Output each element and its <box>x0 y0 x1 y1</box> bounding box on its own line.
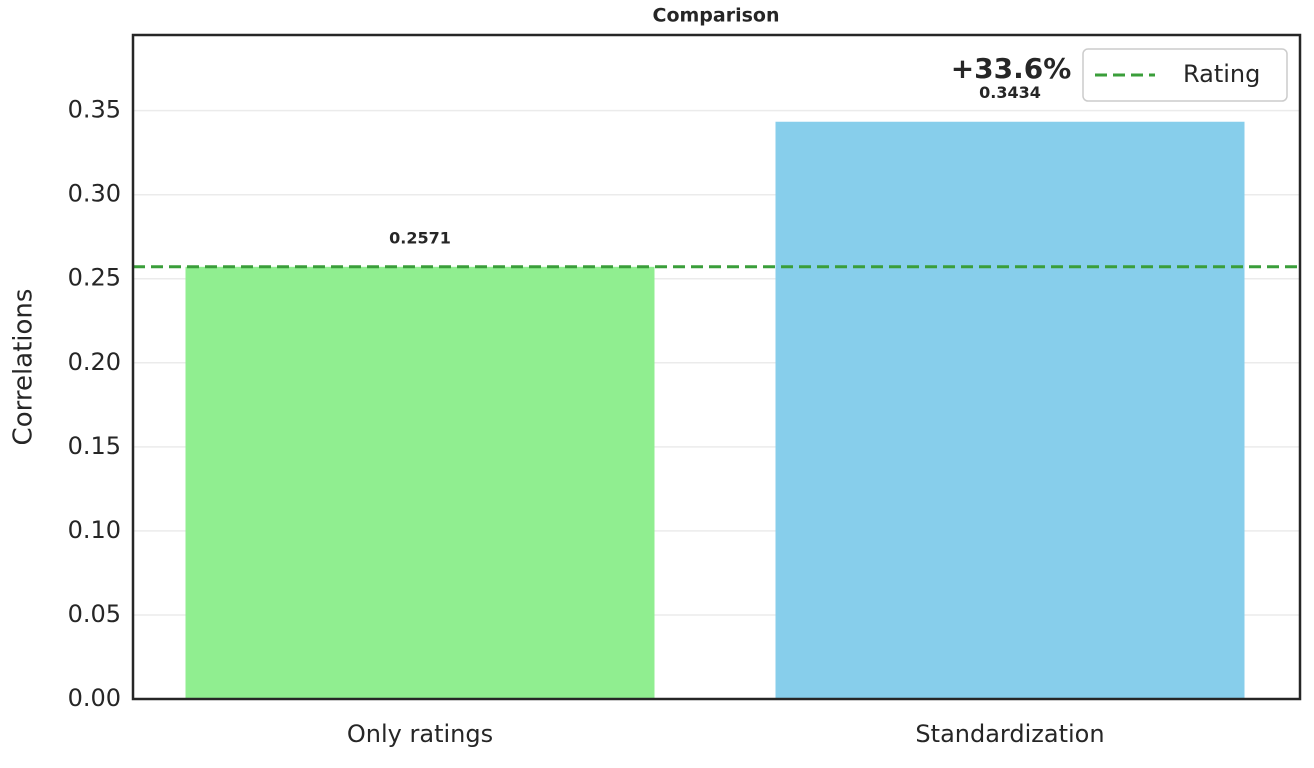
y-tick-label: 0.05 <box>68 600 121 628</box>
y-tick-label: 0.00 <box>68 684 121 712</box>
y-tick-label: 0.35 <box>68 96 121 124</box>
y-tick-label: 0.15 <box>68 432 121 460</box>
chart-title: Comparison <box>653 5 780 27</box>
y-tick-label: 0.10 <box>68 516 121 544</box>
legend-label: Rating <box>1183 60 1260 88</box>
bar <box>775 121 1245 700</box>
plot-frame <box>131 33 1302 701</box>
legend-box <box>1082 48 1288 102</box>
y-axis-label: Correlations <box>9 289 39 446</box>
value-label: 0.2571 <box>389 228 451 247</box>
annotation: +33.6% <box>951 52 1072 85</box>
bar <box>185 266 655 699</box>
y-tick-label: 0.20 <box>68 348 121 376</box>
y-tick-label: 0.25 <box>68 264 121 292</box>
x-tick-label: Standardization <box>915 720 1104 748</box>
y-tick-label: 0.30 <box>68 180 121 208</box>
x-tick-label: Only ratings <box>347 720 493 748</box>
value-label: 0.3434 <box>979 83 1041 102</box>
